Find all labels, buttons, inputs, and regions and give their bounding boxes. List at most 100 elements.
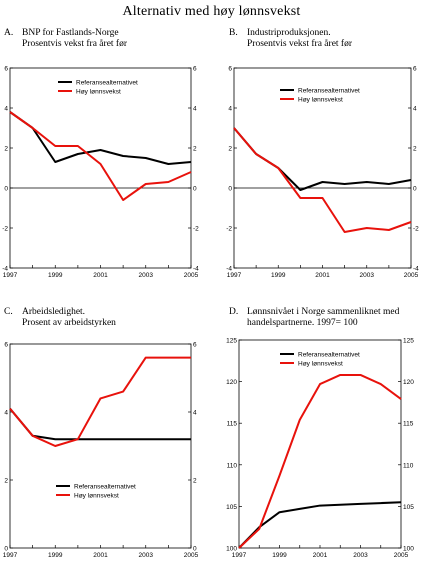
series-line-high-wage [238,373,402,549]
legend-label: Høy lønnsvekst [76,89,121,96]
x-tick-label: 2001 [313,552,328,559]
y-tick-label-right: 0 [193,186,197,193]
panel-d-letter: D. [229,307,239,317]
panel-a-title-line-2: Prosentvis vekst fra året før [22,39,127,49]
legend-label: Referansealternativet [298,88,360,95]
panel-c-title: C. Arbeidsledighet. Prosent av arbeidstyrk… [4,307,116,329]
y-tick-label-right: 0 [413,186,417,193]
y-tick-label-right: 125 [403,338,414,345]
x-tick-label: 2005 [404,272,419,279]
y-tick-label-left: -4 [226,266,232,273]
series-line-reference [9,111,192,165]
y-tick-label-left: 6 [228,66,232,73]
legend-label: Høy lønnsvekst [298,97,343,104]
y-tick-label-left: -4 [2,266,8,273]
y-tick-label-right: 115 [403,421,414,428]
series-line-reference [233,127,412,191]
y-tick-label-left: 0 [228,186,232,193]
y-tick-label-right: 105 [403,504,414,511]
y-tick-label-right: 0 [193,546,197,553]
x-tick-label: 2003 [360,272,375,279]
panel-a-title: A. BNP for Fastlands-Norge Prosentvis veks… [4,28,127,50]
y-tick-label-left: 0 [4,546,8,553]
y-tick-label-left: 6 [4,66,8,73]
panel-c-title-line-2: Prosent av arbeidstyrken [22,318,116,328]
series-line-reference [9,407,191,441]
y-tick-label-right: -2 [193,226,199,233]
x-tick-label: 2005 [184,552,199,559]
y-tick-label-right: -4 [413,266,419,273]
page-title: Alternativ med høy lønnsvekst [122,4,301,19]
plot-frame [9,343,192,549]
x-tick-label: 2003 [139,272,154,279]
panel-d-title: D. Lønnsnivået i Norge sammenliknet med ha… [229,307,399,329]
y-tick-label-left: 120 [226,379,237,386]
y-tick-label-right: 2 [193,478,197,485]
y-tick-label-left: 6 [4,342,8,349]
x-tick-label: 2003 [139,552,154,559]
panel-b-title-line-2: Prosentvis vekst fra året før [247,39,352,49]
x-tick-label: 2003 [353,552,368,559]
y-tick-label-right: 100 [403,546,414,553]
y-tick-label-right: 110 [403,462,414,469]
legend-label: Referansealternativet [298,352,360,359]
panel-b-title-line-1: Industriproduksjonen. [247,28,331,38]
y-tick-label-left: 100 [226,546,237,553]
x-tick-label: 2005 [184,272,199,279]
y-tick-label-right: -2 [413,226,419,233]
plot-frame [9,67,192,269]
x-tick-label: 1997 [232,552,247,559]
series-line-reference [238,501,402,549]
y-tick-label-left: 105 [226,504,237,511]
y-tick-label-left: 115 [227,421,238,428]
y-tick-label-left: 4 [228,106,232,113]
series-line-high-wage [233,127,412,233]
y-tick-label-left: 110 [227,462,238,469]
panel-d-title-line-2: handelspartnerne. 1997= 100 [247,318,358,328]
y-tick-label-right: 6 [413,66,417,73]
y-tick-label-right: 4 [193,106,197,113]
y-tick-label-left: 2 [4,478,8,485]
y-tick-label-right: 6 [193,66,197,73]
x-tick-label: 1999 [271,272,286,279]
panel-b-letter: B. [229,28,238,38]
y-tick-label-left: 4 [4,410,8,417]
x-tick-label: 1997 [227,272,242,279]
panel-c-letter: C. [4,307,13,317]
x-tick-label: 1999 [272,552,287,559]
x-tick-label: 1999 [48,552,63,559]
legend-label: Høy lønnsvekst [74,493,119,500]
x-tick-label: 2001 [93,272,108,279]
x-tick-label: 2005 [394,552,409,559]
panel-c-title-line-1: Arbeidsledighet. [22,307,86,317]
panel-a-letter: A. [4,28,14,38]
y-tick-label-left: 4 [4,106,8,113]
legend-label: Referansealternativet [76,80,138,87]
x-tick-label: 1997 [3,552,18,559]
y-tick-label-left: 125 [226,338,237,345]
legend-label: Referansealternativet [74,484,136,491]
x-tick-label: 1999 [48,272,63,279]
y-tick-label-left: -2 [2,226,8,233]
x-tick-label: 2001 [93,552,108,559]
chart-c: 0 0 2 2 4 4 6 6 1997 1999 2001 2003 2005 Referansealt… [3,342,199,560]
chart-d: 100 100 105 105 110 110 115 115 120 120 125 125 1997… [226,338,414,560]
y-tick-label-right: 2 [413,146,417,153]
y-tick-label-right: 4 [193,410,197,417]
y-tick-label-left: 2 [228,146,232,153]
x-tick-label: 1997 [3,272,18,279]
panel-d-title-line-1: Lønnsnivået i Norge sammenliknet med [247,307,400,317]
chart-a: -4 -4 -2 -2 0 0 2 2 4 4 6 6 1997 1999 2001 2003 2005 Refe… [2,66,199,280]
panel-a-title-line-1: BNP for Fastlands-Norge [22,28,119,38]
y-tick-label-right: 120 [403,379,414,386]
y-tick-label-left: 0 [4,186,8,193]
y-tick-label-right: 4 [413,106,417,113]
y-tick-label-right: 6 [193,342,197,349]
y-tick-label-left: -2 [226,226,232,233]
x-tick-label: 2001 [315,272,330,279]
legend-label: Høy lønnsvekst [298,361,343,368]
series-line-high-wage [9,356,191,447]
y-tick-label-right: -4 [193,266,199,273]
y-tick-label-left: 2 [4,146,8,153]
panel-b-title: B. Industriproduksjonen. Prosentvis vekst … [229,28,352,50]
